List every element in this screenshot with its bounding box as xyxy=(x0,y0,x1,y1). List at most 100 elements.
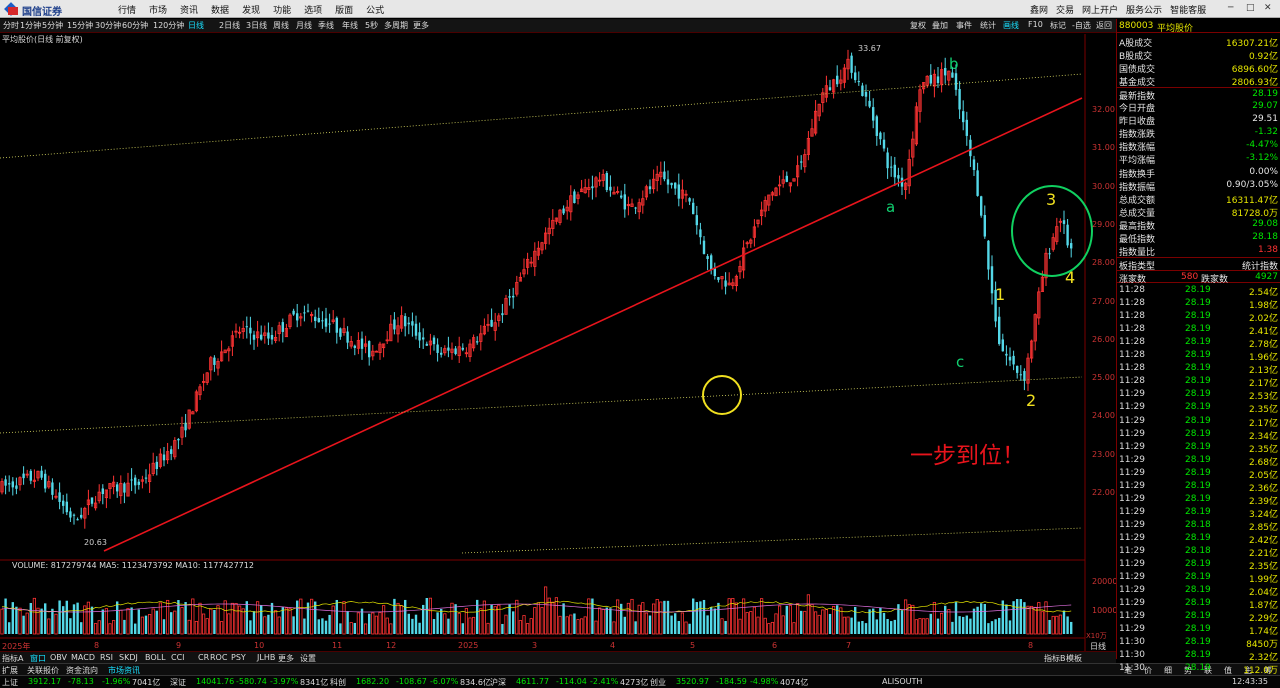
right-menu-item-0[interactable]: 鑫网 xyxy=(1030,6,1049,16)
indicator-tab-11[interactable]: JLHB xyxy=(257,653,276,662)
chart-tool-1[interactable]: 叠加 xyxy=(932,21,948,30)
volume-bar xyxy=(76,602,79,634)
menu-item-1[interactable]: 市场 xyxy=(149,6,168,16)
bottom-tab-3[interactable]: 市场资讯 xyxy=(108,666,140,675)
chart-tool-0[interactable]: 复权 xyxy=(910,21,926,30)
timeframe-12[interactable]: 季线 xyxy=(318,21,334,30)
menu-item-3[interactable]: 数据 xyxy=(211,6,230,16)
menu-item-6[interactable]: 选项 xyxy=(304,6,323,16)
volume-bar xyxy=(151,608,155,635)
bottom-tab-1[interactable]: 关联报价 xyxy=(27,666,59,675)
tick-amount: 8450万 xyxy=(1246,640,1278,651)
bottom-tab-0[interactable]: 扩展 xyxy=(2,666,18,675)
indicator-tab-13[interactable]: 设置 xyxy=(300,654,316,663)
timeframe-3[interactable]: 15分钟 xyxy=(67,21,94,30)
chart-tool-4[interactable]: 画线 xyxy=(1003,21,1019,30)
quote-tab-1[interactable]: 价 xyxy=(1144,666,1152,675)
quote-tab-5[interactable]: 值 xyxy=(1224,666,1232,675)
menu-item-7[interactable]: 版面 xyxy=(335,6,354,16)
chart-tool-7[interactable]: -自选 xyxy=(1072,21,1091,30)
timeframe-2[interactable]: 5分钟 xyxy=(42,21,64,30)
index-name[interactable]: 沪深 xyxy=(490,678,506,687)
index-name[interactable]: 深证 xyxy=(170,678,186,687)
chart-tool-6[interactable]: 标记 xyxy=(1050,21,1066,30)
index-name[interactable]: 上证 xyxy=(2,678,18,687)
close-icon[interactable]: ✕ xyxy=(1264,3,1272,13)
menu-item-8[interactable]: 公式 xyxy=(366,6,385,16)
indicator-right-1[interactable]: 模板 xyxy=(1066,654,1082,663)
indicator-right-0[interactable]: 指标B xyxy=(1044,654,1066,663)
date-period-tag[interactable]: 日线 xyxy=(1090,642,1106,651)
menu-item-4[interactable]: 发现 xyxy=(242,6,261,16)
timeframe-15[interactable]: 多周期 xyxy=(384,21,408,30)
volume-bar xyxy=(810,603,814,635)
chart-tool-2[interactable]: 事件 xyxy=(956,21,972,30)
right-menu-item-2[interactable]: 网上开户 xyxy=(1082,6,1119,16)
menu-item-0[interactable]: 行情 xyxy=(118,6,137,16)
timeframe-0[interactable]: 分时 xyxy=(3,21,19,30)
volume-bar xyxy=(94,623,98,635)
quote-tab-6[interactable]: 主 xyxy=(1244,666,1252,675)
quote-tab-4[interactable]: 联 xyxy=(1204,666,1212,675)
indicator-tab-6[interactable]: BOLL xyxy=(145,653,166,662)
indicator-tab-12[interactable]: 更多 xyxy=(278,654,294,663)
volume-bar xyxy=(501,623,504,634)
index-name[interactable]: 科创 xyxy=(330,678,346,687)
menu-item-5[interactable]: 功能 xyxy=(273,6,292,16)
timeframe-13[interactable]: 年线 xyxy=(342,21,358,30)
candle-body-up xyxy=(911,138,915,158)
indicator-tab-2[interactable]: OBV xyxy=(50,653,68,662)
volume-bar xyxy=(187,619,191,635)
indicator-tab-0[interactable]: 指标A xyxy=(2,654,24,663)
quote-tab-7[interactable]: 筹 xyxy=(1264,666,1272,675)
price-tick-0: 32.00 xyxy=(1092,105,1115,114)
kline-chart[interactable] xyxy=(0,34,1116,651)
index-name[interactable]: 创业 xyxy=(650,678,666,687)
title-bar: 国信证券 行情 市场 资讯 数据 发现 功能 选项 版面 公式 鑫网 交易 网上开户 服务公示 智能客服… xyxy=(0,0,1280,18)
indicator-tab-10[interactable]: PSY xyxy=(231,653,246,662)
candle-body-up xyxy=(1055,226,1059,242)
candle-body-up xyxy=(493,322,497,331)
candle-body-up xyxy=(781,179,785,184)
chart-tool-3[interactable]: 统计 xyxy=(980,21,996,30)
volume-bar xyxy=(940,612,944,635)
timeframe-7[interactable]: 日线 xyxy=(188,21,204,30)
timeframe-14[interactable]: 5秒 xyxy=(365,21,379,30)
indicator-tab-8[interactable]: CR xyxy=(198,653,210,662)
chart-tool-8[interactable]: 返回 xyxy=(1096,21,1112,30)
indicator-tab-1[interactable]: 窗口 xyxy=(30,654,46,663)
right-menu-item-3[interactable]: 服务公示 xyxy=(1126,6,1163,16)
timeframe-1[interactable]: 1分钟 xyxy=(20,21,42,30)
candle-body-down xyxy=(130,479,133,481)
bottom-tab-2[interactable]: 资金流向 xyxy=(66,666,98,675)
quote-tab-2[interactable]: 细 xyxy=(1164,666,1172,675)
candle-body-up xyxy=(565,206,569,212)
quote-tab-0[interactable]: 笔 xyxy=(1124,666,1132,675)
timeframe-16[interactable]: 更多 xyxy=(413,21,429,30)
index-value: 4611.77 xyxy=(516,677,550,686)
indicator-tab-9[interactable]: ROC xyxy=(210,653,228,662)
right-menu-item-4[interactable]: 智能客服 xyxy=(1170,6,1207,16)
chart-tool-5[interactable]: F10 xyxy=(1028,20,1043,29)
minimize-icon[interactable]: ─ xyxy=(1228,3,1234,13)
candle-body-up xyxy=(173,440,177,458)
bottom-tabs: 扩展 关联报价 资金流向 市场资讯 笔 价 细 势 联 值 主 筹 xyxy=(0,663,1280,675)
indicator-tab-4[interactable]: RSI xyxy=(100,653,113,662)
timeframe-6[interactable]: 120分钟 xyxy=(153,21,185,30)
right-menu-item-1[interactable]: 交易 xyxy=(1056,6,1075,16)
timeframe-10[interactable]: 周线 xyxy=(273,21,289,30)
quote-tab-3[interactable]: 势 xyxy=(1184,666,1192,675)
timeframe-4[interactable]: 30分钟 xyxy=(95,21,122,30)
timeframe-11[interactable]: 月线 xyxy=(296,21,312,30)
timeframe-8[interactable]: 2日线 xyxy=(219,21,241,30)
indicator-tab-3[interactable]: MACD xyxy=(71,653,95,662)
candle-body-down xyxy=(875,116,878,136)
timeframe-9[interactable]: 3日线 xyxy=(246,21,268,30)
timeframe-5[interactable]: 60分钟 xyxy=(122,21,149,30)
indicator-tab-7[interactable]: CCI xyxy=(171,653,185,662)
volume-bar xyxy=(868,609,871,634)
maximize-icon[interactable]: □ xyxy=(1246,3,1255,13)
quote-value: 0.92亿 xyxy=(1248,52,1278,63)
menu-item-2[interactable]: 资讯 xyxy=(180,6,199,16)
indicator-tab-5[interactable]: SKDJ xyxy=(119,653,138,662)
